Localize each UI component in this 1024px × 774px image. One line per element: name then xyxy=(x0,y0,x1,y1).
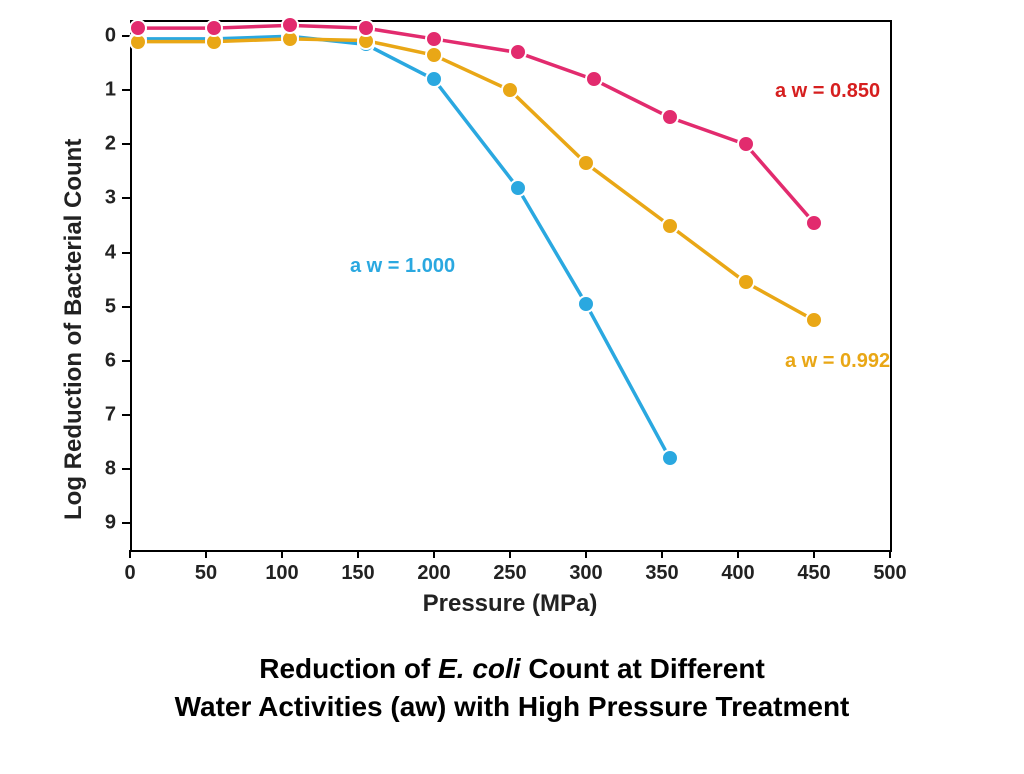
data-point xyxy=(509,179,527,197)
data-point xyxy=(737,273,755,291)
series-line-aw0850 xyxy=(138,25,814,222)
data-point xyxy=(501,81,519,99)
data-point xyxy=(425,70,443,88)
series-label-aw1000: a w = 1.000 xyxy=(350,255,455,278)
series-line-aw0992 xyxy=(138,39,814,320)
series-label-aw0850: a w = 0.850 xyxy=(775,80,880,103)
data-point xyxy=(577,295,595,313)
caption-line2: Water Activities (aw) with High Pressure… xyxy=(175,691,850,722)
data-point xyxy=(357,19,375,37)
chart-container: 050100150200250300350400450500 012345678… xyxy=(0,0,1024,774)
data-point xyxy=(129,19,147,37)
data-point xyxy=(577,154,595,172)
data-point xyxy=(661,217,679,235)
data-point xyxy=(425,46,443,64)
data-point xyxy=(661,449,679,467)
caption-line1-em: E. coli xyxy=(438,653,520,684)
data-point xyxy=(509,43,527,61)
data-point xyxy=(805,311,823,329)
series-label-aw0992: a w = 0.992 xyxy=(785,350,890,373)
chart-caption: Reduction of E. coli Count at Different … xyxy=(0,650,1024,726)
series-line-aw1000 xyxy=(138,36,670,458)
data-point xyxy=(585,70,603,88)
data-point xyxy=(281,16,299,34)
caption-line1-part1: Reduction of xyxy=(259,653,438,684)
data-point xyxy=(205,19,223,37)
data-point xyxy=(425,30,443,48)
data-point xyxy=(805,214,823,232)
caption-line1-part2: Count at Different xyxy=(521,653,765,684)
data-point xyxy=(737,135,755,153)
data-point xyxy=(661,108,679,126)
